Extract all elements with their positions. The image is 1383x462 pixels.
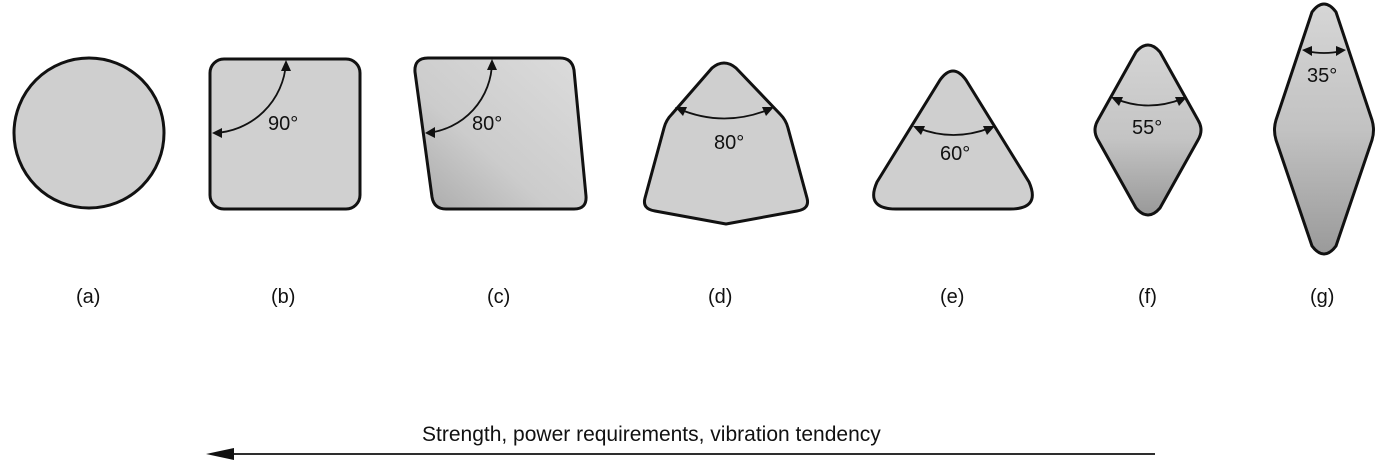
arrowhead-c-top (487, 59, 497, 70)
caption-e: (e) (940, 286, 964, 308)
square-insert-shape (208, 57, 362, 211)
arrowhead-c-left (425, 127, 435, 138)
trend-arrow: Strength, power requirements, vibration … (206, 423, 1155, 460)
rhombic-80-insert-shape (413, 56, 588, 211)
arrowhead-b-top (281, 60, 291, 71)
round-insert-shape (12, 56, 166, 210)
insert-b-square: 90° (208, 57, 362, 211)
caption-a: (a) (76, 286, 100, 308)
arrowhead-e-left (913, 126, 925, 135)
caption-d: (d) (708, 286, 732, 308)
arrowhead-d-left (675, 107, 687, 116)
angle-label-b: 90° (268, 113, 298, 135)
caption-c: (c) (487, 286, 510, 308)
caption-g: (g) (1310, 286, 1334, 308)
insert-a-round (12, 56, 166, 210)
angle-label-e: 60° (940, 143, 970, 165)
trigon-insert-shape (643, 61, 809, 226)
arrowhead-f-left (1111, 97, 1123, 106)
angle-arc-e (917, 127, 991, 136)
angle-label-c: 80° (472, 113, 502, 135)
triangle-insert-shape (872, 69, 1034, 211)
arrowhead-g-right (1336, 46, 1346, 56)
diamond-55-insert-shape (1093, 43, 1203, 217)
insert-e-triangle: 60° (872, 69, 1034, 211)
arrowhead-f-right (1175, 97, 1187, 106)
insert-c-rhombic: 80° (413, 56, 588, 211)
arrowhead-d-right (762, 107, 774, 116)
insert-d-trigon: 80° (643, 61, 809, 226)
arrowhead-e-right (983, 126, 995, 135)
caption-f: (f) (1138, 286, 1157, 308)
caption-b: (b) (271, 286, 295, 308)
angle-label-f: 55° (1132, 117, 1162, 139)
angle-label-d: 80° (714, 132, 744, 154)
trend-arrow-head (206, 448, 234, 460)
diamond-35-insert-shape (1273, 2, 1375, 256)
trend-arrow-label: Strength, power requirements, vibration … (422, 423, 881, 446)
angle-arc-c (426, 61, 493, 134)
angle-arc-f (1115, 98, 1183, 107)
arrowhead-g-left (1302, 46, 1312, 56)
arrowhead-b-left (212, 128, 222, 138)
angle-label-g: 35° (1307, 65, 1337, 87)
angle-arc-b (213, 62, 287, 134)
insert-g-diamond-35: 35° (1273, 2, 1375, 256)
angle-arc-d (678, 108, 771, 120)
insert-f-diamond-55: 55° (1093, 43, 1203, 217)
